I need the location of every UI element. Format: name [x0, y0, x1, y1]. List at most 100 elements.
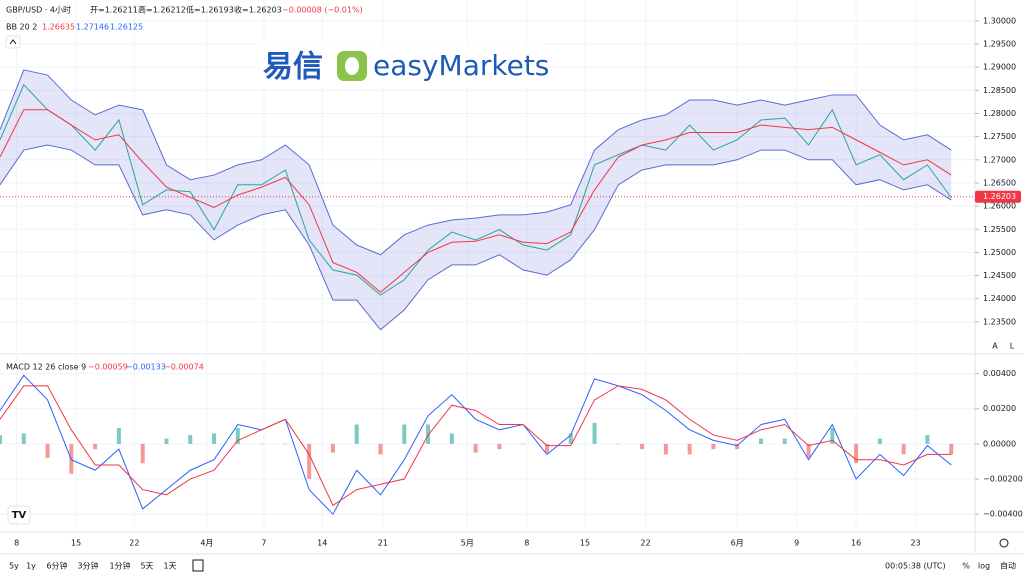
y-tick-label: 1.26500	[983, 178, 1016, 187]
histogram-bar	[402, 424, 407, 444]
histogram-bar	[473, 443, 478, 453]
histogram-bar	[307, 443, 312, 480]
y-tick-label: −0.00400	[983, 510, 1023, 519]
histogram-bar	[521, 443, 526, 445]
series-line	[0, 374, 952, 516]
toolbar: 00:05:38 (UTC) 5y 1y 6分钟 3分钟 1分钟 5天 1天% log 自动	[9, 559, 1016, 572]
range-button[interactable]: 1分钟	[109, 561, 130, 571]
date-range-icon[interactable]	[192, 559, 204, 572]
logo-brand: easyMarkets	[373, 49, 549, 82]
bb-value: 1.26635	[42, 23, 75, 32]
histogram-bar	[877, 438, 882, 444]
tv-logo[interactable]	[7, 505, 31, 525]
series-line	[0, 109, 952, 293]
histogram-bar	[544, 443, 549, 453]
histogram-bar	[164, 438, 169, 444]
bb-value: 1.27146	[76, 23, 109, 32]
y-tick-label: 1.29500	[983, 40, 1016, 49]
y-tick-label: 1.25500	[983, 225, 1016, 234]
data-layer	[0, 69, 975, 516]
y-tick-label: 1.28000	[983, 109, 1016, 118]
histogram-bar	[188, 435, 193, 444]
histogram-bar	[21, 433, 26, 444]
histogram-bar	[901, 443, 906, 455]
tv-logo-mark: TV	[12, 510, 27, 521]
bb-name[interactable]: BB 20 2	[6, 23, 37, 32]
change: −0.00008 (−0.01%)	[282, 6, 363, 15]
symbol[interactable]: GBP/USD · 4小时	[6, 5, 71, 15]
scale-button[interactable]: A	[992, 342, 998, 351]
last-price-tag	[975, 190, 1021, 203]
series-line	[0, 144, 952, 331]
y-tick-label: 1.23500	[983, 317, 1016, 326]
histogram-bar	[758, 438, 763, 444]
histogram-bar	[140, 443, 145, 464]
histogram-bar	[354, 424, 359, 444]
scale-option[interactable]: %	[962, 562, 970, 571]
y-tick-label: 0.00000	[983, 439, 1016, 448]
histogram-bar	[568, 433, 573, 444]
x-tick-label: 22	[641, 539, 651, 548]
x-tick-label: 15	[580, 539, 590, 548]
open: 开=1.26211	[90, 6, 138, 15]
macd-value: −0.00133	[126, 363, 166, 372]
band-fill	[0, 69, 952, 330]
y-tick-label: 1.29000	[983, 63, 1016, 72]
histogram-bar	[283, 443, 288, 445]
range-button[interactable]: 5y	[9, 562, 19, 571]
histogram-bar	[426, 424, 431, 444]
histogram-bar	[330, 443, 335, 453]
y-tick-label: 1.26000	[983, 202, 1016, 211]
y-tick-label: 1.28500	[983, 86, 1016, 95]
scale-button[interactable]: L	[1010, 342, 1015, 351]
y-tick-label: 1.30000	[983, 16, 1016, 25]
x-tick-label: 23	[910, 539, 920, 548]
series-line	[0, 385, 952, 507]
histogram-bar	[45, 443, 50, 458]
range-button[interactable]: 6分钟	[46, 561, 67, 571]
y-tick-label: 0.00400	[983, 369, 1016, 378]
collapse-icon	[9, 39, 17, 45]
x-tick-label: 16	[851, 539, 861, 548]
x-tick-label: 7	[261, 539, 266, 548]
x-tick-label: 15	[71, 539, 81, 548]
scale-option[interactable]: log	[978, 562, 990, 571]
histogram-bar	[663, 443, 668, 455]
range-button[interactable]: 1天	[163, 562, 176, 571]
y-tick-label: 1.24000	[983, 294, 1016, 303]
logo-chinese: 易信	[263, 50, 323, 85]
y-tick-label: 1.25000	[983, 248, 1016, 257]
histogram-bar	[259, 443, 264, 445]
histogram-bar	[616, 443, 621, 445]
x-tick-label: 14	[317, 539, 327, 548]
x-tick-label: 4月	[200, 539, 213, 548]
histogram-bar	[640, 443, 645, 450]
scale-option[interactable]: 自动	[1000, 561, 1016, 571]
x-tick-label: 22	[129, 539, 139, 548]
x-tick-label: 8	[14, 539, 19, 548]
histogram-bar	[93, 443, 98, 450]
histogram-bar	[212, 433, 217, 444]
macd-name[interactable]: MACD 12 26 close 9	[6, 363, 86, 372]
histogram-bar	[687, 443, 692, 455]
clock: 00:05:38 (UTC)	[885, 562, 946, 571]
range-button[interactable]: 1y	[26, 562, 36, 571]
macd-value: −0.00059	[88, 363, 128, 372]
settings-icon[interactable]	[999, 538, 1009, 548]
range-button[interactable]: 5天	[140, 562, 153, 571]
range-button[interactable]: 3分钟	[77, 561, 98, 571]
histogram-bar	[782, 438, 787, 444]
x-tick-label: 5月	[461, 539, 474, 548]
x-tick-label: 8	[524, 539, 529, 548]
histogram-bar	[592, 422, 597, 444]
histogram-bar	[449, 433, 454, 444]
histogram-bar	[949, 443, 954, 455]
series-line	[0, 83, 952, 296]
collapse-button[interactable]	[5, 35, 21, 49]
last-price-label: 1.26203	[983, 192, 1016, 201]
histogram-bar	[806, 443, 811, 458]
y-tick-label: 1.27500	[983, 132, 1016, 141]
close: 收=1.26203	[234, 5, 282, 15]
